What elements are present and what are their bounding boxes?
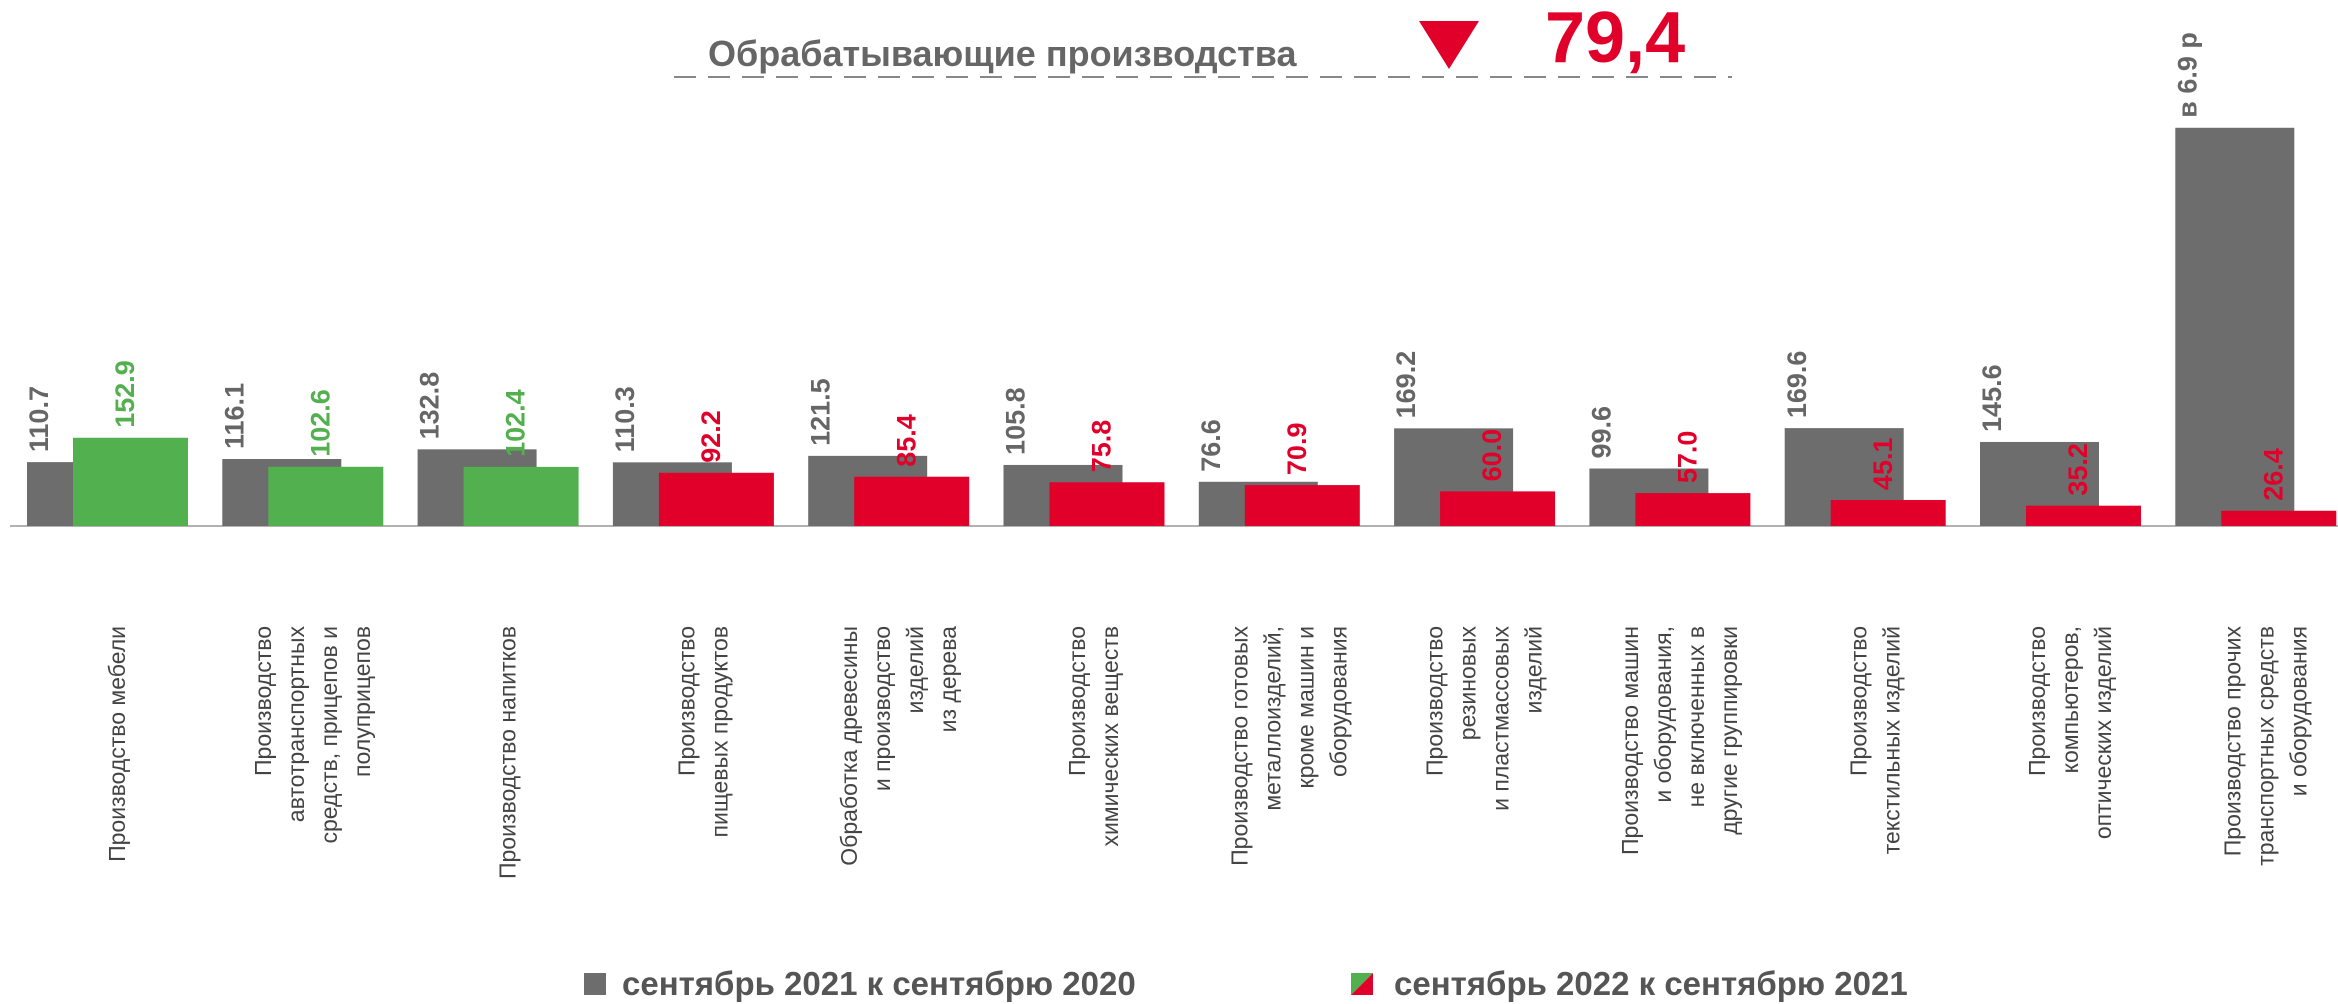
bar (658, 472, 774, 526)
down-triangle (1419, 21, 1479, 69)
bar (463, 466, 579, 526)
value-label: 116.1 (219, 383, 249, 449)
x-tick-label: транспортных средств (2252, 626, 2278, 866)
bar (854, 476, 970, 526)
x-tick-label: полуприцепов (349, 626, 375, 777)
x-tick-label: металлоизделий, (1259, 626, 1285, 811)
x-tick-label: не включенных в (1683, 626, 1709, 807)
value-label: 121.5 (805, 378, 835, 446)
x-tick-label: изделий (902, 626, 928, 713)
x-tick-label: автотранспортных (283, 626, 309, 823)
x-tick-label: средств, прицепов и (316, 626, 342, 844)
x-tick-label: пищевых продуктов (706, 626, 732, 837)
x-tick-label: Производство напитков (495, 626, 521, 879)
x-tick-label: Производство (1845, 626, 1871, 776)
value-label: 102.4 (501, 389, 531, 457)
value-label: в 6.9 р (2172, 32, 2202, 118)
x-tick-label: оптических изделий (2090, 626, 2116, 839)
value-label: 26.4 (2258, 448, 2288, 501)
legend-swatch (584, 973, 606, 995)
bar (1049, 482, 1165, 526)
value-label: 85.4 (891, 414, 921, 467)
x-tick-label: и оборудования, (1650, 626, 1676, 803)
x-tick-label: Производство готовых (1226, 626, 1252, 866)
x-tick-label: Производство машин (1617, 626, 1643, 855)
bar (1244, 485, 1360, 526)
bar (2026, 505, 2141, 526)
value-label: 35.2 (2063, 443, 2093, 496)
x-tick-label: из дерева (935, 626, 961, 733)
x-tick-label: текстильных изделий (1878, 626, 1904, 854)
legend-label: сентябрь 2021 к сентябрю 2020 (622, 965, 1136, 1002)
bar (73, 437, 188, 526)
x-tick-label: Производство (1064, 626, 1090, 776)
bar (2221, 510, 2337, 526)
x-tick-label: Производство (250, 626, 276, 776)
value-label: 110.7 (24, 386, 54, 452)
value-label: 76.6 (1196, 419, 1226, 472)
value-label: 132.8 (415, 372, 445, 440)
headline-label: Обрабатывающие производства (708, 33, 1297, 74)
x-tick-label: изделий (1521, 626, 1547, 713)
x-tick-label: другие группировки (1716, 626, 1742, 835)
bar (1635, 493, 1751, 526)
x-tick-label: резиновых (1455, 626, 1481, 741)
headline-value: 79,4 (1545, 0, 1685, 78)
bar (2175, 127, 2295, 527)
x-tick-label: Производство мебели (104, 626, 130, 862)
bar (268, 466, 384, 526)
x-tick-label: Производство (1422, 626, 1448, 776)
value-label: 105.8 (1001, 387, 1031, 455)
x-tick-label: компьютеров, (2057, 626, 2083, 773)
value-label: 102.6 (305, 389, 335, 457)
value-label: 75.8 (1087, 420, 1117, 473)
value-label: 99.6 (1587, 406, 1617, 459)
x-tick-label: Производство прочих (2219, 626, 2245, 857)
x-tick-label: и пластмассовых (1488, 626, 1514, 811)
x-tick-label: Производство (673, 626, 699, 776)
x-tick-label: кроме машин и (1292, 626, 1318, 788)
value-label: 92.2 (696, 410, 726, 463)
x-tick-label: химических веществ (1097, 626, 1123, 847)
value-label: 152.9 (110, 360, 140, 428)
value-label: 70.9 (1282, 423, 1312, 476)
x-tick-label: и производство (869, 626, 895, 791)
value-label: 169.2 (1391, 351, 1421, 419)
value-label: 60.0 (1477, 429, 1507, 482)
bar (1830, 499, 1946, 526)
x-tick-label: и оборудования (2285, 626, 2311, 796)
legend-swatch (1351, 973, 1373, 995)
x-tick-label: Обработка древесины (836, 626, 862, 866)
value-label: 169.6 (1782, 351, 1812, 419)
x-tick-label: Производство (2024, 626, 2050, 776)
value-label: 45.1 (1868, 437, 1898, 490)
bar (1440, 491, 1556, 526)
legend-label: сентябрь 2022 к сентябрю 2021 (1394, 965, 1908, 1002)
value-label: 145.6 (1977, 364, 2007, 432)
x-tick-label: оборудования (1325, 626, 1351, 777)
value-label: 110.3 (610, 386, 640, 452)
value-label: 57.0 (1673, 431, 1703, 484)
